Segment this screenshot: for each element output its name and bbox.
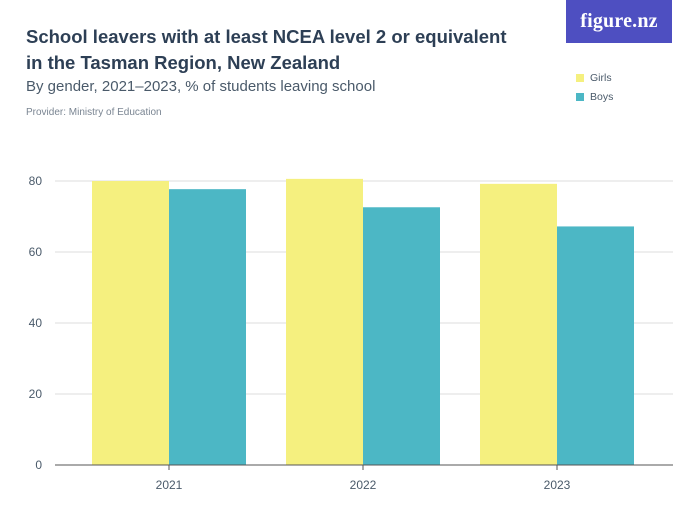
x-tick-label: 2022 — [350, 478, 377, 492]
x-tick-label: 2023 — [544, 478, 571, 492]
data-provider: Provider: Ministry of Education — [26, 107, 162, 118]
legend-label-girls: Girls — [590, 71, 612, 84]
chart-legend: Girls Boys — [576, 68, 613, 106]
figure-nz-logo[interactable]: figure.nz — [566, 0, 672, 43]
y-tick-label: 40 — [29, 316, 43, 330]
bar-boys-2022 — [363, 207, 440, 465]
y-tick-label: 20 — [29, 387, 43, 401]
bar-girls-2023 — [480, 183, 557, 465]
bar-girls-2022 — [286, 178, 363, 465]
bar-girls-2021 — [92, 181, 169, 465]
bar-boys-2021 — [169, 189, 246, 466]
bar-boys-2023 — [557, 226, 634, 465]
y-tick-label: 60 — [29, 245, 43, 259]
legend-swatch-boys — [576, 92, 584, 101]
y-tick-label: 80 — [29, 174, 43, 188]
legend-label-boys: Boys — [590, 90, 614, 103]
x-tick-label: 2021 — [156, 478, 183, 492]
chart-title: School leavers with at least NCEA level … — [26, 26, 507, 73]
legend-swatch-girls — [576, 73, 584, 82]
legend-item-girls: Girls — [576, 68, 613, 87]
legend-item-boys: Boys — [576, 87, 613, 106]
chart-subtitle: By gender, 2021–2023, % of students leav… — [26, 78, 376, 95]
y-tick-label: 0 — [35, 458, 42, 472]
